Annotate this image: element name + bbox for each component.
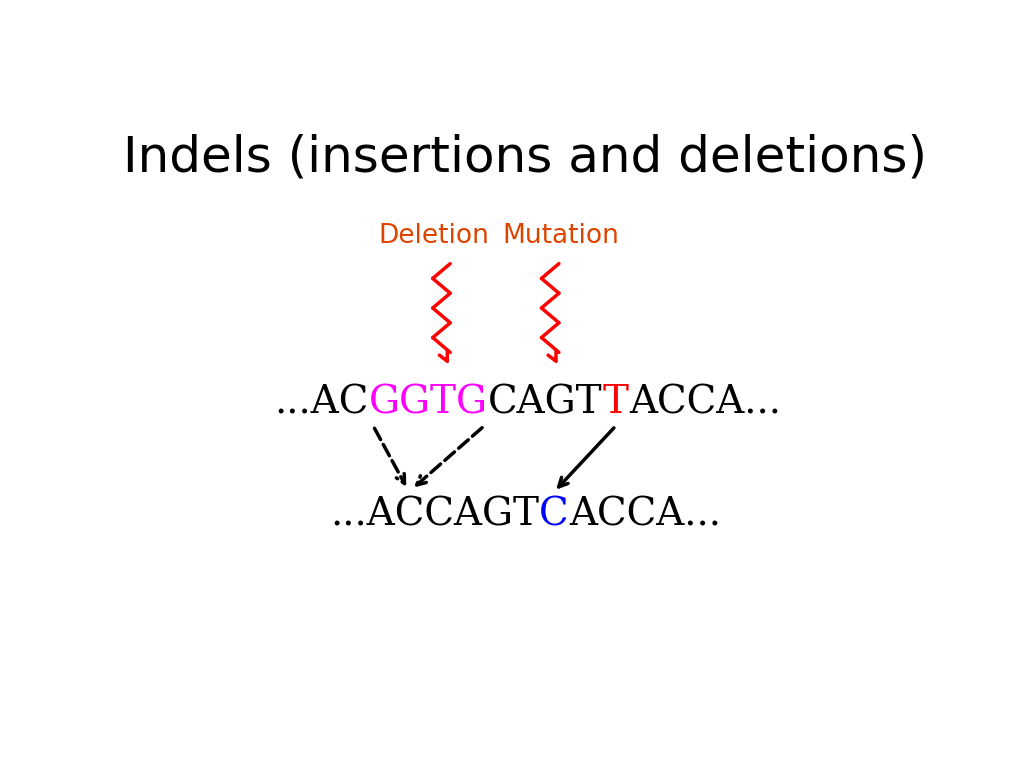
- Text: Deletion: Deletion: [378, 223, 489, 249]
- Text: ACCA...: ACCA...: [569, 496, 721, 534]
- Text: CAGT: CAGT: [488, 384, 603, 421]
- Text: Indels (insertions and deletions): Indels (insertions and deletions): [123, 134, 927, 181]
- Text: T: T: [603, 384, 629, 421]
- Text: ACCA...: ACCA...: [629, 384, 781, 421]
- Text: C: C: [540, 496, 569, 534]
- Text: Mutation: Mutation: [502, 223, 618, 249]
- Text: ...AC: ...AC: [274, 384, 370, 421]
- Text: ...ACCAGT: ...ACCAGT: [331, 496, 540, 534]
- Text: GGTG: GGTG: [370, 384, 488, 421]
